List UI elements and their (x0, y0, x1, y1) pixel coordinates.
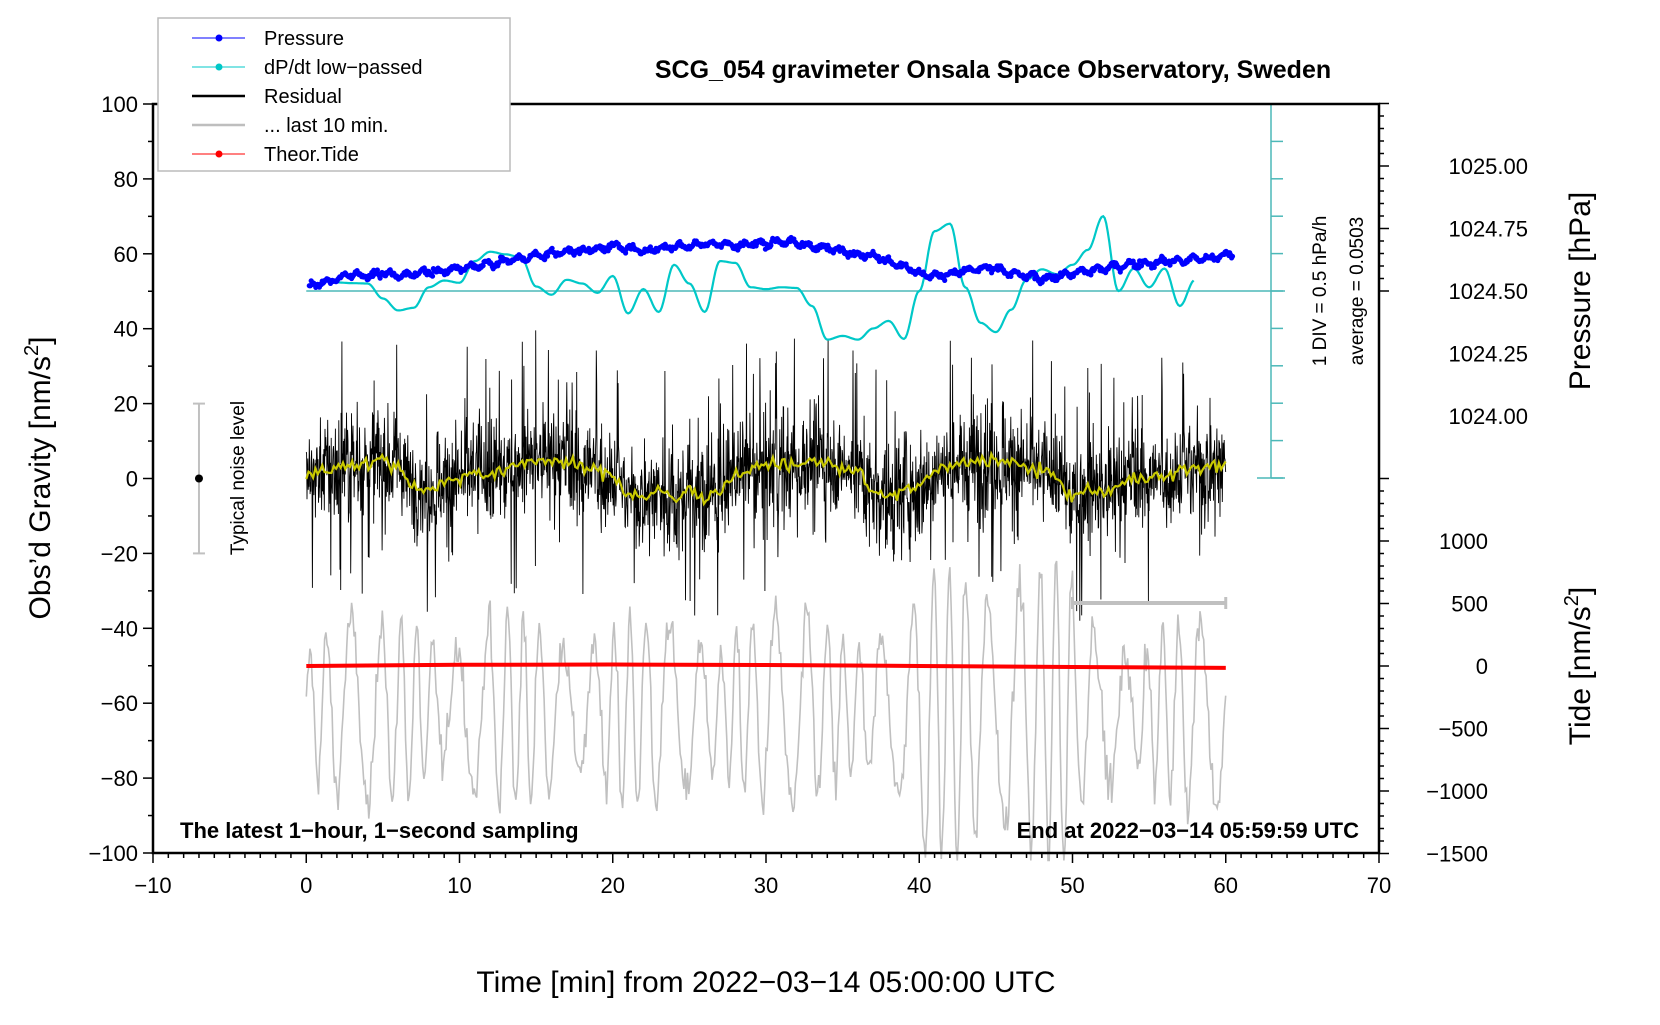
pressure-point (429, 273, 436, 279)
pressure-point (544, 253, 551, 259)
dpdt-line (336, 214, 1195, 341)
pressure-point (1138, 263, 1145, 269)
dpdt-path (336, 214, 1195, 341)
tide-tick-label: 0 (1476, 654, 1488, 679)
last-10-min-line (305, 560, 1227, 862)
pressure-point (1229, 253, 1236, 259)
y-left-tick-label: −80 (101, 766, 138, 791)
residual-trace (305, 330, 1227, 621)
pressure-point (1151, 264, 1157, 270)
sampling-note: The latest 1−hour, 1−second sampling (180, 818, 579, 843)
y-axis-tide-title-end: ] (1564, 587, 1597, 595)
end-time-note: End at 2022−03−14 05:59:59 UTC (1017, 818, 1360, 843)
y-left-tick-label: 80 (114, 167, 138, 192)
legend-item: Theor.Tide (192, 144, 359, 166)
pressure-point (1039, 279, 1045, 285)
x-tick-label: 10 (447, 873, 471, 898)
legend-label: Residual (264, 86, 342, 108)
pressure-tick-label: 1024.75 (1448, 217, 1528, 242)
dpdt-scale-label: 1 DIV = 0.5 hPa/h (1310, 216, 1331, 367)
tide-tick-label: 1000 (1439, 529, 1488, 554)
noise-level-label: Typical noise level (228, 401, 249, 555)
y-left-tick-label: 40 (114, 317, 138, 342)
pressure-tick-label: 1024.00 (1448, 404, 1528, 429)
residual-smoothed-line (305, 450, 1227, 507)
y-left-tick-label: 0 (126, 467, 138, 492)
x-axis-title: Time [min] from 2022−03−14 05:00:00 UTC (476, 966, 1055, 999)
y-axis-tide-title-sup: 2 (1561, 595, 1583, 606)
legend-swatch-dot (215, 150, 223, 158)
legend-label: Pressure (264, 28, 344, 50)
x-tick-label: 60 (1214, 873, 1238, 898)
tide-tick-label: −1500 (1426, 842, 1488, 867)
y-left-tick-label: −100 (88, 841, 138, 866)
x-tick-label: 30 (754, 873, 778, 898)
y-axis-tide: 1000 500 0 −500 −1000 −1500 (1379, 477, 1488, 867)
pressure-point (768, 242, 774, 248)
y-axis-left: 100 80 60 40 20 0 −20 −40 −60 −80 −100 (88, 92, 153, 866)
y-axis-left-title-sup: 2 (21, 345, 43, 356)
x-tick-label: 20 (601, 873, 625, 898)
theor-tide-line (306, 662, 1226, 670)
dpdt-average-label: average = 0.0503 (1347, 217, 1368, 365)
y-left-tick-label: 100 (101, 92, 138, 117)
last-10-min-bracket (1071, 597, 1228, 609)
pressure-dots (306, 234, 1236, 290)
x-axis: −10 0 10 20 30 40 50 60 70 (134, 853, 1391, 898)
pressure-point (1088, 272, 1094, 278)
pressure-tick-label: 1024.50 (1448, 279, 1528, 304)
legend: Pressure dP/dt low−passed Residual ... last… (157, 17, 511, 172)
pressure-point (942, 277, 948, 283)
y-left-tick-label: −40 (101, 616, 138, 641)
legend-label: Theor.Tide (264, 144, 359, 166)
legend-item: Residual (192, 86, 342, 108)
y-axis-pressure: 1025.00 1024.75 1024.50 1024.25 1024.00 (1379, 102, 1528, 429)
residual-smoothed-path (305, 450, 1227, 507)
legend-item: Pressure (192, 28, 344, 50)
tide-tick-label: −500 (1438, 717, 1488, 742)
x-tick-label: 50 (1060, 873, 1084, 898)
y-left-tick-label: 20 (114, 392, 138, 417)
y-axis-tide-title: Tide [nm/s2] (1561, 587, 1597, 745)
legend-item: ... last 10 min. (192, 115, 389, 137)
legend-label: dP/dt low−passed (264, 57, 422, 79)
tide-tick-label: 500 (1451, 592, 1488, 617)
tide-tick-label: −1000 (1426, 779, 1488, 804)
legend-swatch-dot (215, 34, 223, 42)
last-10-min-trace (305, 560, 1227, 862)
x-tick-label: −10 (134, 873, 171, 898)
x-tick-label: 70 (1367, 873, 1391, 898)
legend-label: ... last 10 min. (264, 115, 389, 137)
y-axis-tide-title-base: Tide [nm/s (1564, 606, 1597, 745)
noise-center-dot (194, 474, 203, 483)
legend-item: dP/dt low−passed (192, 57, 422, 79)
legend-swatch-dot (215, 63, 223, 71)
pressure-point (1008, 273, 1014, 279)
residual-line (305, 330, 1227, 621)
y-left-tick-label: 60 (114, 242, 138, 267)
y-axis-pressure-title: Pressure [hPa] (1564, 192, 1597, 390)
chart-title: SCG_054 gravimeter Onsala Space Observat… (655, 56, 1331, 84)
y-axis-left-title-base: Obs’d Gravity [nm/s (24, 356, 57, 619)
tide-path (306, 662, 1226, 670)
legend-box (157, 17, 511, 172)
pressure-tick-label: 1025.00 (1448, 154, 1528, 179)
pressure-tick-label: 1024.25 (1448, 342, 1528, 367)
pressure-point (623, 250, 629, 256)
pressure-point (875, 253, 882, 259)
y-left-tick-label: −60 (101, 691, 138, 716)
y-axis-left-title: Obs’d Gravity [nm/s2] (21, 337, 57, 620)
pressure-point (480, 263, 486, 269)
pressure-point (542, 257, 548, 263)
y-axis-left-title-end: ] (24, 337, 57, 345)
y-left-tick-label: −20 (101, 541, 138, 566)
x-tick-label: 40 (907, 873, 931, 898)
x-tick-label: 0 (300, 873, 312, 898)
noise-level-bar (192, 402, 205, 555)
